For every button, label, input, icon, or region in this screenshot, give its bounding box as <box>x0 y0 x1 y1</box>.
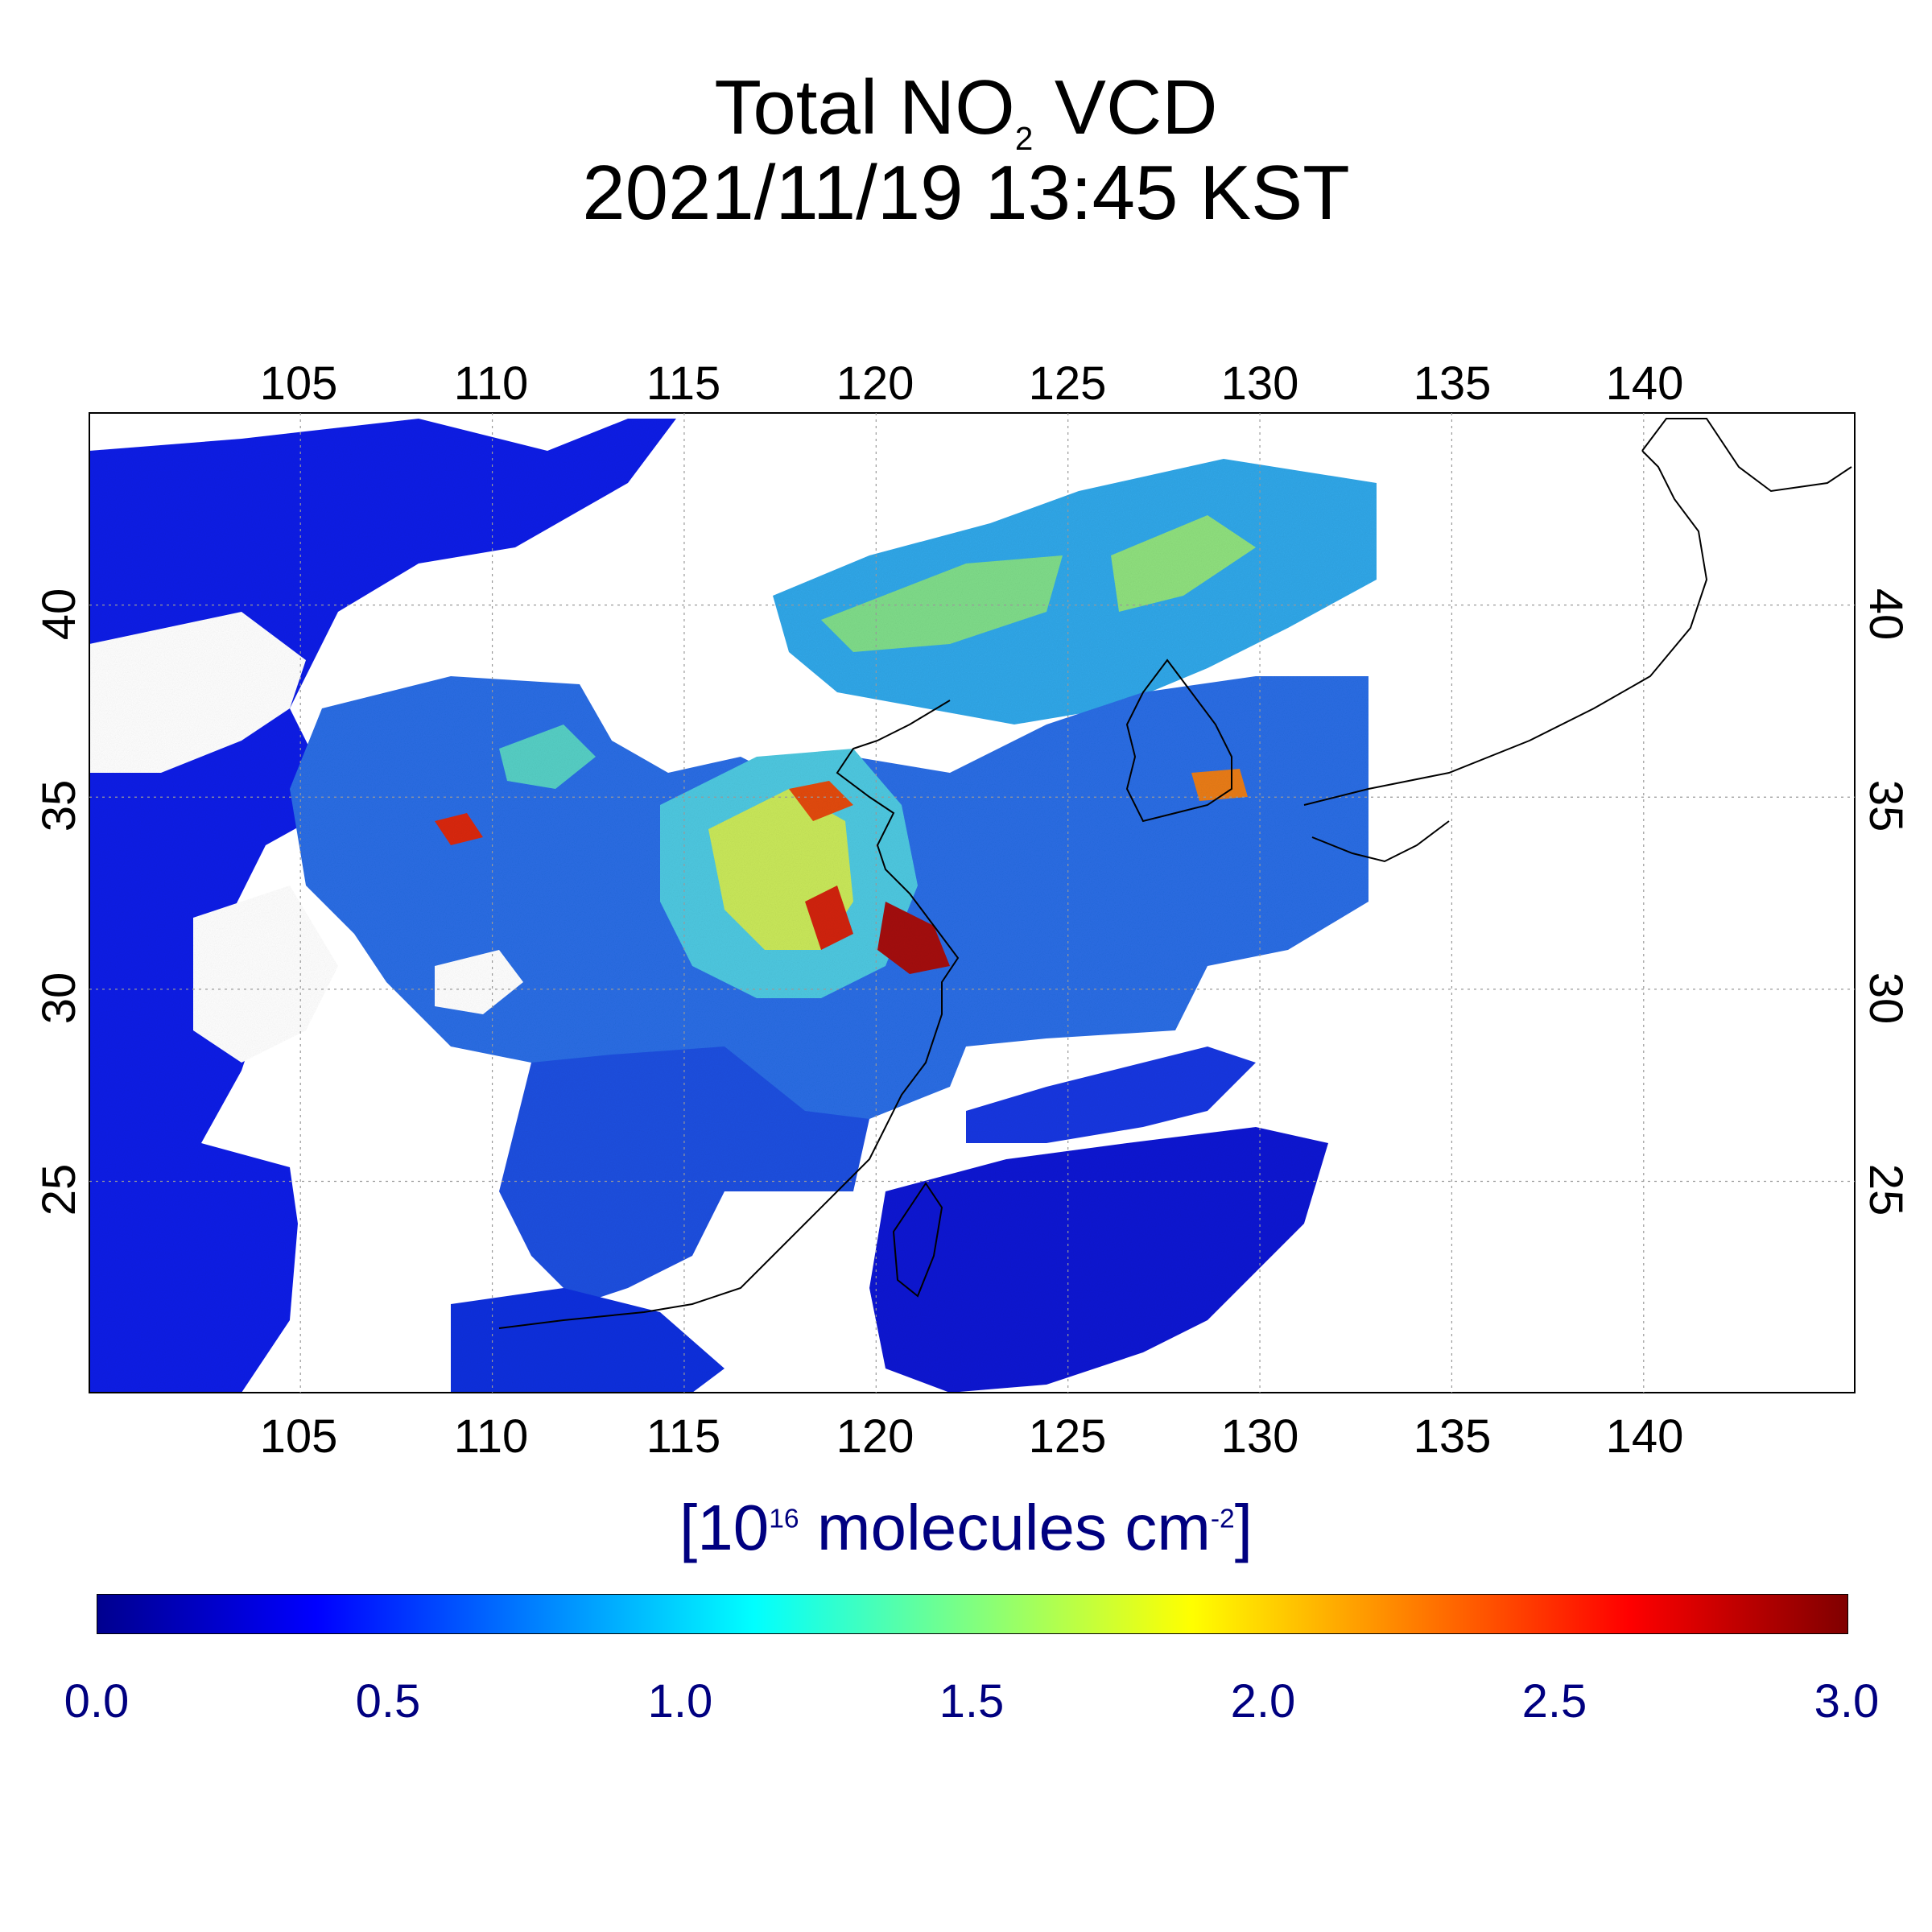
colorbar-tick: 2.0 <box>1230 1675 1296 1728</box>
lon-tick-top: 120 <box>836 357 914 410</box>
lon-tick-bottom: 110 <box>453 1410 529 1463</box>
lon-tick-bottom: 120 <box>836 1410 914 1463</box>
coastlines <box>498 418 1852 1329</box>
coastline-korea <box>1125 658 1232 823</box>
chart-title-line2: 2021/11/19 13:45 KST <box>582 150 1350 236</box>
lat-tick-right: 40 <box>1860 588 1912 641</box>
map-frame <box>89 412 1856 1393</box>
lon-tick-bottom: 105 <box>259 1410 338 1463</box>
lat-tick-left: 30 <box>33 972 85 1025</box>
lat-tick-right: 35 <box>1860 779 1912 832</box>
lon-tick-top: 125 <box>1028 357 1107 410</box>
colorbar-tick: 0.5 <box>355 1675 421 1728</box>
no2-southeast-ocean <box>869 1127 1328 1393</box>
lon-tick-top: 130 <box>1220 357 1299 410</box>
no2-north-band <box>773 459 1377 724</box>
lon-tick-top: 115 <box>646 357 721 410</box>
coastline-taiwan <box>892 1182 943 1298</box>
map-gridlines <box>89 413 1855 1393</box>
lat-tick-left: 25 <box>33 1163 85 1216</box>
coastline-japan <box>1303 418 1852 863</box>
lon-tick-bottom: 135 <box>1413 1410 1492 1463</box>
colorbar-unit-label: [1016 molecules cm-2] <box>679 1492 1253 1563</box>
no2-field <box>89 419 1377 1393</box>
coastline-china <box>498 700 960 1329</box>
lon-tick-bottom: 130 <box>1220 1410 1299 1463</box>
colorbar-tick: 1.5 <box>939 1675 1005 1728</box>
colorbar <box>97 1594 1848 1634</box>
lat-tick-right: 25 <box>1860 1163 1912 1216</box>
lon-tick-top: 110 <box>453 357 529 410</box>
colorbar-tick: 3.0 <box>1814 1675 1880 1728</box>
chart-title-line1: Total NO2 VCD <box>714 64 1218 158</box>
lon-tick-bottom: 115 <box>646 1410 721 1463</box>
colorbar-tick: 2.5 <box>1521 1675 1587 1728</box>
lon-tick-top: 135 <box>1413 357 1492 410</box>
lat-tick-left: 40 <box>33 588 85 641</box>
colorbar-tick: 0.0 <box>64 1675 130 1728</box>
colorbar-tick: 1.0 <box>647 1675 713 1728</box>
lon-tick-top: 105 <box>259 357 338 410</box>
lon-tick-top: 140 <box>1605 357 1684 410</box>
lat-tick-left: 35 <box>33 779 85 832</box>
lat-tick-right: 30 <box>1860 972 1912 1025</box>
lon-tick-bottom: 140 <box>1605 1410 1684 1463</box>
lon-tick-bottom: 125 <box>1028 1410 1107 1463</box>
